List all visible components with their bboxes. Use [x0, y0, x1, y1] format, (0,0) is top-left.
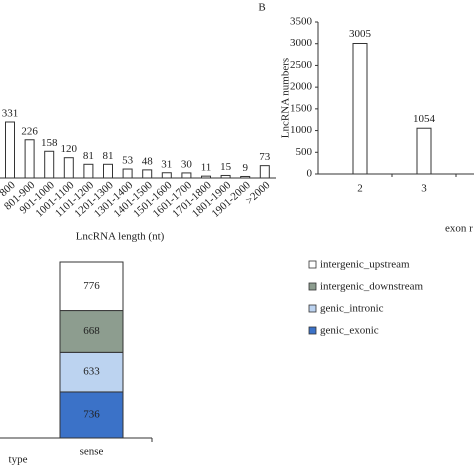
- value-label: 158: [41, 137, 58, 149]
- bar: [122, 168, 133, 179]
- legend-label: genic_exonic: [320, 325, 379, 337]
- legend-swatch: [308, 326, 317, 335]
- value-label: 11: [201, 162, 212, 174]
- value-label: 53: [122, 155, 134, 167]
- bar: [201, 175, 211, 179]
- x-axis-label: exon r: [445, 223, 473, 235]
- legend-swatch: [308, 260, 317, 269]
- bar: [259, 165, 270, 179]
- x-tick-label: sense: [80, 446, 104, 458]
- bar: [161, 172, 172, 179]
- y-tick-label: 0: [307, 168, 313, 180]
- legend-label: genic_intronic: [320, 303, 384, 315]
- value-label: 9: [242, 162, 248, 174]
- bar-segment: [59, 351, 124, 393]
- bar: [142, 169, 153, 179]
- x-axis-label: LncRNA length (nt): [76, 231, 165, 243]
- y-tick-label: 3500: [290, 16, 313, 28]
- value-label: 633: [83, 366, 100, 378]
- bar: [63, 157, 74, 179]
- x-tick-label: 3: [421, 183, 427, 195]
- legend-swatch: [308, 304, 317, 313]
- value-label: 73: [259, 151, 271, 163]
- bar: [83, 163, 94, 179]
- value-label: 48: [142, 155, 154, 167]
- value-label: 30: [181, 158, 193, 170]
- bar: [44, 150, 55, 179]
- bar: [24, 139, 35, 179]
- bar: [103, 163, 113, 179]
- value-label: 15: [220, 161, 232, 173]
- legend-label: intergenic_downstream: [320, 281, 423, 293]
- bar: [220, 174, 231, 179]
- value-label: 3005: [349, 28, 372, 40]
- bar-segment: [59, 261, 124, 312]
- value-label: 81: [83, 150, 94, 162]
- bar: [416, 127, 432, 175]
- value-label: 736: [83, 409, 100, 421]
- y-tick-label: 1500: [290, 102, 313, 114]
- y-tick-label: 1000: [290, 124, 313, 136]
- y-axis-label: LncRNA numbers: [280, 58, 292, 138]
- panel-label: B: [258, 2, 265, 14]
- bar: [5, 121, 15, 179]
- y-tick-label: 500: [296, 146, 313, 158]
- bar: [352, 42, 368, 175]
- bar: [240, 175, 251, 179]
- value-label: 331: [2, 108, 19, 120]
- y-tick-label: 3000: [290, 37, 313, 49]
- x-tick-label: 2: [357, 183, 363, 195]
- value-label: 226: [21, 125, 38, 137]
- value-label: 31: [161, 158, 172, 170]
- bar: [181, 172, 192, 179]
- y-tick-label: 2000: [290, 81, 313, 93]
- legend-swatch: [308, 282, 317, 291]
- value-label: 81: [103, 150, 114, 162]
- value-label: 120: [61, 143, 78, 155]
- x-axis-label: type: [9, 454, 28, 466]
- legend-label: intergenic_upstream: [320, 259, 410, 271]
- value-label: 668: [83, 325, 100, 337]
- value-label: 1054: [413, 113, 436, 125]
- y-tick-label: 2500: [290, 59, 313, 71]
- bar-segment: [59, 391, 124, 439]
- value-label: 776: [83, 280, 100, 292]
